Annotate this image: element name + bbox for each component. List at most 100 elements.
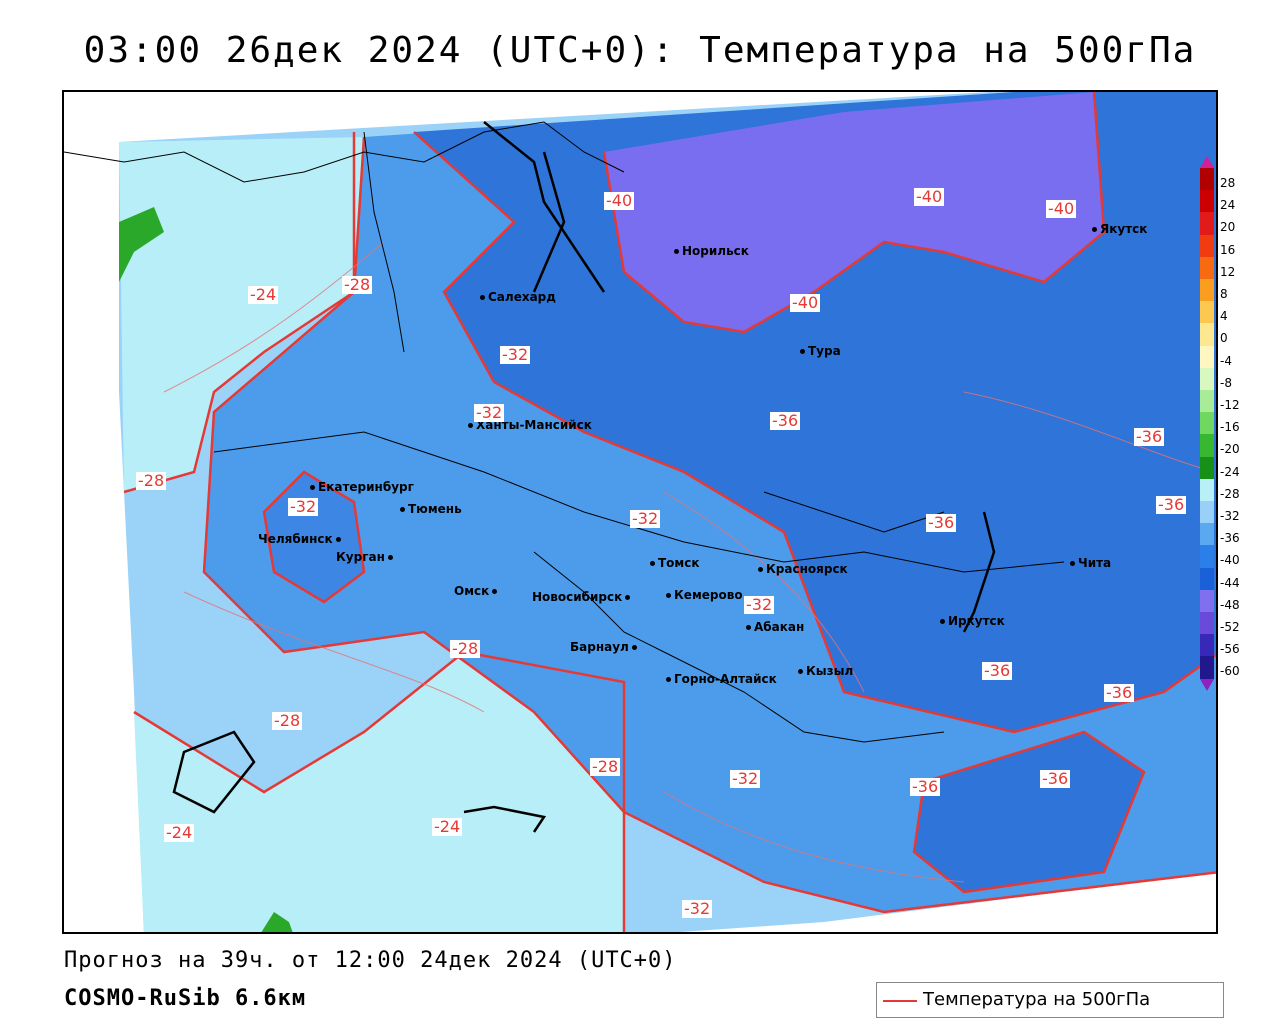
- zone-minus24-south: [134, 652, 624, 932]
- city-dot: [674, 249, 679, 254]
- colorbar-segment: [1200, 456, 1214, 479]
- colorbar-segment: [1200, 301, 1214, 324]
- city-dot: [940, 619, 945, 624]
- colorbar-tick-label: 8: [1220, 287, 1228, 301]
- isotherm-label: -32: [500, 345, 531, 364]
- colorbar-tick-label: -24: [1220, 464, 1240, 479]
- city-dot: [625, 595, 631, 600]
- map-panel: Салехард Норильск Якутск Тура Ханты-Манс…: [62, 90, 1218, 934]
- city-irkutsk: Иркутск: [940, 614, 1005, 628]
- zone-minus36-south: [914, 732, 1144, 892]
- map-title: 03:00 26дек 2024 (UTC+0): Температура на…: [83, 30, 1197, 71]
- colorbar-tick-label: 16: [1220, 242, 1236, 257]
- isotherm-label: -28: [272, 711, 303, 730]
- city-norilsk: Норильск: [674, 244, 749, 258]
- temperature-colorbar: 28 24 20 16 12 8 4 0 -4 -8 -12 -16 -20 -24 -28 -32 -36 -4…: [1198, 156, 1258, 696]
- city-tyumen: Тюмень: [400, 502, 462, 516]
- city-gorno-altaysk: Горно-Алтайск: [666, 672, 777, 686]
- colorbar-tick-label: -12: [1220, 398, 1240, 412]
- isotherm-lines: [123, 92, 1216, 932]
- city-krasnoyarsk: Красноярск: [758, 562, 848, 576]
- isotherm-label: -32: [730, 769, 761, 788]
- zone-minus24-northwest: [119, 137, 364, 492]
- colorbar-tick-label: 12: [1220, 264, 1236, 279]
- colorbar-segment: [1200, 190, 1214, 213]
- isotherm-label: -40: [914, 187, 945, 206]
- city-chelyabinsk: Челябинск: [258, 532, 344, 546]
- colorbar-tick-label: -44: [1220, 575, 1240, 590]
- isotherm-label: -40: [604, 191, 635, 210]
- city-dot: [335, 537, 341, 542]
- isotherm-label: -36: [910, 777, 941, 796]
- isotherm-label: -36: [926, 513, 957, 532]
- city-barnaul: Барнаул: [570, 640, 640, 654]
- city-dot: [492, 589, 498, 594]
- colorbar-tick-label: -32: [1220, 509, 1240, 523]
- colorbar-segment: [1200, 656, 1214, 679]
- isotherm-label: -28: [450, 639, 481, 658]
- city-tomsk: Томск: [650, 556, 700, 570]
- city-dot: [310, 485, 315, 490]
- colorbar-segment: [1200, 612, 1214, 635]
- isotherm-label: -24: [248, 285, 279, 304]
- colorbar-segment: [1200, 545, 1214, 568]
- colorbar-segment: [1200, 434, 1214, 457]
- isotherm-label: -36: [1104, 683, 1135, 702]
- colorbar-segment: [1200, 212, 1214, 235]
- isotherm-label: -32: [682, 899, 713, 918]
- city-kurgan: Курган: [336, 550, 396, 564]
- forecast-info: Прогноз на 39ч. от 12:00 24дек 2024 (UTC…: [64, 948, 677, 973]
- colorbar-tick-label: -16: [1220, 420, 1240, 435]
- colorbar-segment: [1200, 390, 1214, 413]
- colorbar-tick-label: -60: [1220, 664, 1240, 679]
- city-kemerovo: Кемерово: [666, 588, 743, 602]
- city-dot: [746, 625, 751, 630]
- colorbar-segment: [1200, 412, 1214, 435]
- city-yakutsk: Якутск: [1092, 222, 1147, 236]
- colorbar-tick-label: -48: [1220, 597, 1240, 612]
- colorbar-tick-label: 4: [1220, 309, 1228, 324]
- isotherm-label: -28: [136, 471, 167, 490]
- city-dot: [666, 677, 671, 682]
- zone-green-s: [261, 912, 293, 932]
- isotherm-label: -32: [744, 595, 775, 614]
- model-name: COSMO-RuSib 6.6км: [64, 986, 307, 1011]
- city-dot: [1070, 561, 1075, 566]
- colorbar-top-arrow: [1200, 156, 1214, 168]
- isotherm-label: -36: [770, 411, 801, 430]
- isotherm-label: -36: [1156, 495, 1187, 514]
- city-dot: [631, 645, 637, 650]
- city-tura: Тура: [800, 344, 841, 358]
- city-novosibirsk: Новосибирск: [532, 590, 633, 604]
- city-yekaterinburg: Екатеринбург: [310, 480, 414, 494]
- colorbar-segment: [1200, 523, 1214, 546]
- city-dot: [387, 555, 393, 560]
- coastlines: [172, 121, 996, 833]
- isotherm-label: -32: [288, 497, 319, 516]
- colorbar-tick-label: 0: [1220, 331, 1228, 346]
- isotherm-label: -32: [474, 403, 505, 422]
- colorbar-tick-label: -8: [1220, 375, 1232, 390]
- colorbar-segment: [1200, 501, 1214, 524]
- colorbar-tick-label: -28: [1220, 486, 1240, 501]
- colorbar-tick-label: -4: [1220, 353, 1232, 368]
- colorbar-segment: [1200, 279, 1214, 302]
- colorbar-tick-label: -20: [1220, 442, 1240, 457]
- city-dot: [468, 423, 473, 428]
- colorbar-tick-label: -36: [1220, 531, 1240, 546]
- colorbar-segment: [1200, 367, 1214, 390]
- isotherm-label: -40: [790, 293, 821, 312]
- isotherm-label: -28: [590, 757, 621, 776]
- zone-minus40: [604, 92, 1104, 332]
- isotherm-label: -24: [432, 817, 463, 836]
- colorbar-tick-label: 20: [1220, 220, 1236, 235]
- colorbar-tick-label: 24: [1220, 198, 1236, 213]
- colorbar-segment: [1200, 478, 1214, 501]
- colorbar-segment: [1200, 256, 1214, 279]
- colorbar-segment: [1200, 345, 1214, 368]
- colorbar-tick-label: -52: [1220, 620, 1240, 634]
- city-dot: [758, 567, 763, 572]
- borders: [64, 121, 1065, 743]
- isotherm-label: -36: [1134, 427, 1165, 446]
- legend-line-swatch: [883, 1000, 917, 1002]
